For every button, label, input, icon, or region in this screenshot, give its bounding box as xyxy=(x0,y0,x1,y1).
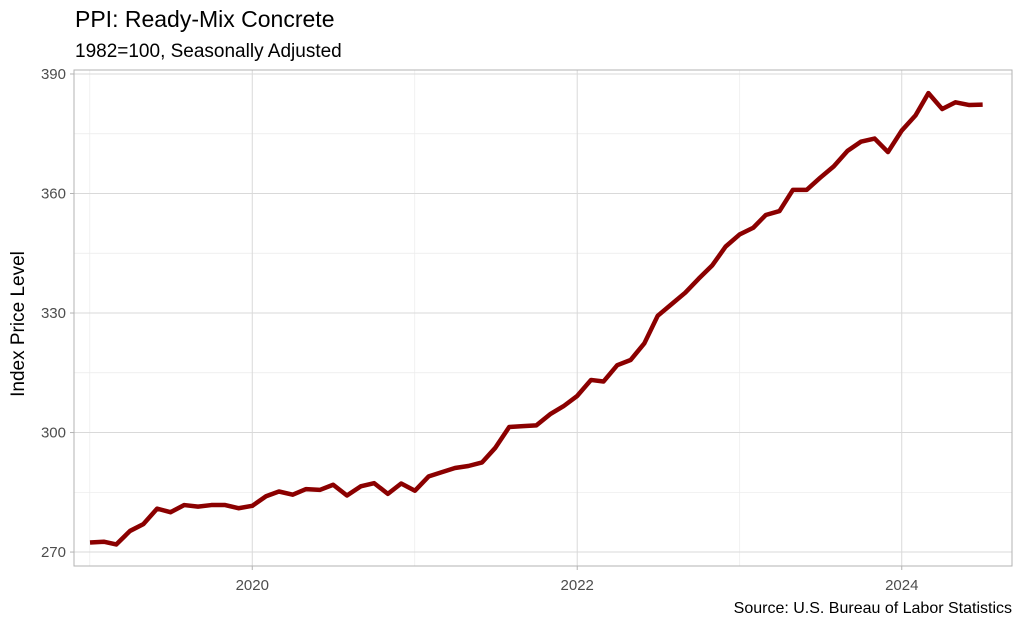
plot-panel xyxy=(74,70,1012,566)
x-axis: 2020 2022 2024 xyxy=(236,566,918,594)
grid-minor xyxy=(74,70,1012,566)
series-group xyxy=(89,90,983,547)
x-tick-label: 2024 xyxy=(885,577,918,594)
series-line xyxy=(89,90,983,547)
y-tick-label: 330 xyxy=(41,305,66,322)
chart-subtitle: 1982=100, Seasonally Adjusted xyxy=(75,41,342,62)
plot-border xyxy=(73,69,1013,567)
chart-title: PPI: Ready-Mix Concrete xyxy=(75,6,335,32)
y-tick-label: 300 xyxy=(41,425,66,442)
x-tick-label: 2020 xyxy=(236,577,269,594)
grid-major xyxy=(74,70,1012,566)
chart-caption: Source: U.S. Bureau of Labor Statistics xyxy=(733,600,1012,617)
y-axis: 270 300 330 360 390 xyxy=(41,66,74,561)
x-tick-label: 2022 xyxy=(561,577,594,594)
y-tick-label: 360 xyxy=(41,186,66,203)
y-tick-label: 390 xyxy=(41,66,66,83)
y-tick-label: 270 xyxy=(41,544,66,561)
